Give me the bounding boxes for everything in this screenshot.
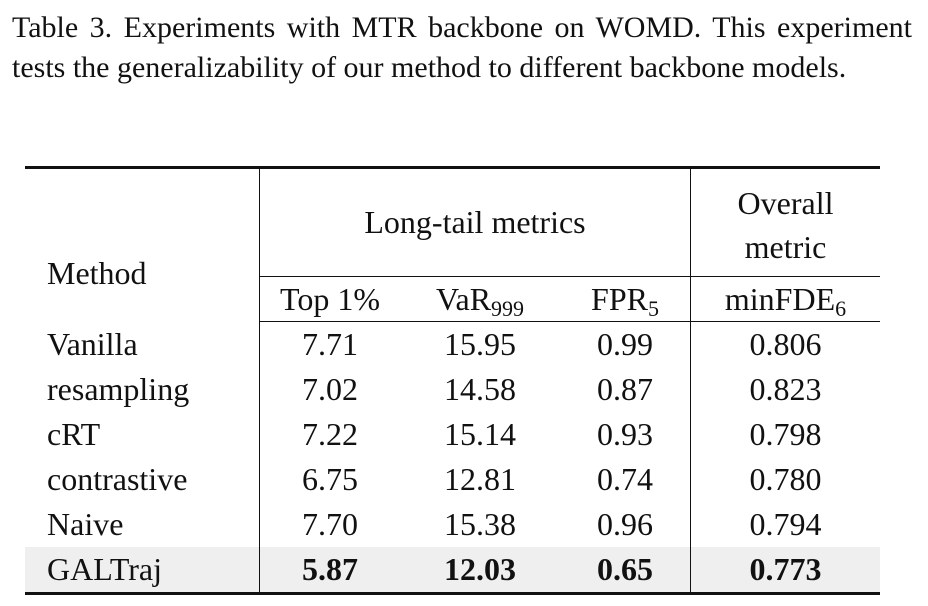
cell-fpr: 0.87 (597, 371, 653, 407)
header-minfde: minFDE6 (690, 276, 880, 322)
cell-top: 5.87 (259, 547, 400, 595)
header-top1: Top 1% (259, 276, 400, 322)
cell-method: contrastive (47, 461, 188, 497)
table-caption: Table 3. Experiments with MTR backbone o… (12, 11, 912, 84)
cell-top: 7.02 (259, 367, 400, 412)
cell-method: cRT (47, 416, 101, 452)
cell-fde: 0.794 (690, 502, 880, 547)
table-row: cRT 7.22 15.14 0.93 0.798 (25, 412, 880, 457)
cell-method: GALTraj (25, 547, 260, 595)
cell-var: 15.38 (444, 506, 516, 542)
cell-method: resampling (47, 371, 190, 407)
cell-var: 15.95 (444, 326, 516, 362)
table-row: Vanilla 7.71 15.95 0.99 0.806 (25, 321, 880, 367)
header-overall-line1: Overall (737, 184, 834, 221)
cell-var: 14.58 (444, 371, 516, 407)
cell-fpr: 0.74 (597, 461, 653, 497)
cell-fpr: 0.65 (560, 547, 691, 595)
cell-method: Vanilla (47, 325, 138, 362)
header-overall-line2: metric (744, 228, 827, 265)
header-fpr: FPR5 (560, 276, 691, 322)
cell-fpr: 0.96 (597, 506, 653, 542)
cell-top: 6.75 (259, 457, 400, 502)
table-row: Naive 7.70 15.38 0.96 0.794 (25, 502, 880, 547)
header-row-groups: Method Long-tail metrics Overall metric (25, 167, 880, 291)
cell-var: 12.03 (400, 547, 560, 595)
header-method: Method (47, 254, 147, 291)
cell-fde: 0.773 (690, 547, 880, 595)
cell-top: 7.22 (259, 412, 400, 457)
table-row-highlighted: GALTraj 5.87 12.03 0.65 0.773 (25, 547, 880, 595)
table-row: resampling 7.02 14.58 0.87 0.823 (25, 367, 880, 412)
header-var: VaR999 (400, 276, 560, 322)
header-row-columns: Top 1% VaR999 FPR5 minFDE6 (25, 276, 880, 322)
cell-method: Naive (47, 506, 124, 542)
results-table: Method Long-tail metrics Overall metric … (25, 166, 880, 595)
header-long-tail-metrics: Long-tail metrics (259, 167, 691, 277)
cell-top: 7.70 (259, 502, 400, 547)
cell-top: 7.71 (259, 321, 400, 367)
cell-fpr: 0.99 (597, 326, 653, 362)
cell-var: 15.14 (444, 416, 516, 452)
cell-fde: 0.798 (690, 412, 880, 457)
cell-fde: 0.806 (690, 321, 880, 367)
cell-fde: 0.780 (690, 457, 880, 502)
header-overall-metric: Overall metric (690, 167, 880, 277)
table-row: contrastive 6.75 12.81 0.74 0.780 (25, 457, 880, 502)
cell-fpr: 0.93 (597, 416, 653, 452)
cell-var: 12.81 (444, 461, 516, 497)
cell-fde: 0.823 (690, 367, 880, 412)
